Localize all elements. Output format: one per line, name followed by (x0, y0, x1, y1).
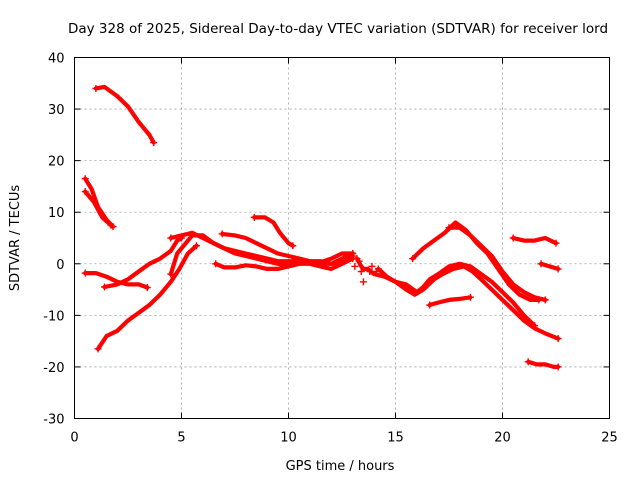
data-series (81, 84, 562, 371)
series-arc-6 (94, 242, 200, 353)
y-tick-label: -30 (43, 413, 64, 428)
data-point (466, 293, 474, 301)
data-point (167, 270, 175, 278)
y-axis-label: SDTVAR / TECUs (8, 185, 23, 292)
series-trace (220, 231, 355, 266)
chart-title: Day 328 of 2025, Sidereal Day-to-day VTE… (68, 21, 608, 37)
x-tick-label: 0 (70, 431, 78, 446)
x-tick-label: 20 (494, 431, 511, 446)
series-trace (526, 359, 561, 369)
y-tick-label: -20 (43, 361, 64, 376)
data-point (81, 269, 89, 277)
series-trace (538, 261, 561, 271)
axis-ticks: 0 5 10 15 20 25 -30 -20 -10 0 10 20 30 40 (43, 52, 618, 446)
series-trace (446, 225, 548, 302)
series-arc-4 (81, 269, 151, 292)
x-tick-label: 10 (280, 431, 297, 446)
x-tick-label: 15 (387, 431, 404, 446)
x-tick-label: 5 (177, 431, 185, 446)
data-point (349, 249, 357, 257)
data-point (524, 358, 532, 366)
data-point (359, 278, 367, 286)
series-arc-18 (537, 260, 562, 273)
plot-frame (74, 57, 610, 419)
data-point (554, 363, 562, 371)
series-arc-17 (509, 234, 560, 247)
y-tick-label: 10 (48, 206, 65, 221)
data-point (409, 255, 417, 263)
data-point (218, 230, 226, 238)
data-point (554, 335, 562, 343)
x-axis-label: GPS time / hours (286, 459, 395, 474)
data-point (167, 234, 175, 242)
y-tick-label: -10 (43, 309, 64, 324)
series-trace (83, 271, 150, 290)
data-point (445, 224, 453, 232)
data-point (552, 239, 560, 247)
data-point (541, 296, 549, 304)
data-point (289, 242, 297, 250)
y-tick-label: 0 (56, 258, 64, 273)
series-trace (83, 176, 116, 229)
series-trace (376, 264, 561, 341)
y-tick-label: 30 (48, 103, 65, 118)
series-arc-16 (426, 293, 474, 309)
data-point (357, 268, 365, 276)
series-trace (102, 235, 184, 290)
data-point (81, 188, 89, 196)
y-tick-label: 40 (48, 52, 65, 67)
series-trace (93, 84, 156, 145)
data-point (192, 242, 200, 250)
data-point (107, 221, 115, 229)
grid (74, 57, 610, 419)
series-arc-11 (250, 213, 297, 250)
data-point (212, 260, 220, 268)
data-point (426, 301, 434, 309)
x-tick-label: 25 (601, 431, 618, 446)
data-point (150, 139, 158, 147)
data-point (509, 234, 517, 242)
series-arc-3 (81, 188, 115, 229)
series-arc-20 (351, 257, 380, 286)
series-trace (168, 230, 355, 265)
data-point (100, 283, 108, 291)
series-arc-15 (445, 224, 549, 304)
data-point (250, 213, 258, 221)
series-trace (511, 235, 559, 246)
series-arc-1 (92, 84, 158, 147)
data-point (81, 175, 89, 183)
series-arc-12 (353, 255, 539, 330)
series-trace (95, 243, 199, 351)
y-tick-label: 20 (48, 155, 65, 170)
data-point (92, 84, 100, 92)
series-trace (252, 215, 295, 248)
data-point (554, 265, 562, 273)
data-point (355, 257, 363, 265)
series-trace (213, 256, 355, 271)
data-point (94, 345, 102, 353)
data-point (368, 262, 376, 270)
series-arc-19 (524, 358, 562, 371)
series-arc-13 (374, 264, 562, 343)
series-trace (83, 189, 113, 228)
data-point (537, 260, 545, 268)
data-point (143, 284, 151, 292)
data-point (366, 268, 374, 276)
series-arc-10 (218, 230, 357, 266)
series-trace (427, 295, 473, 308)
data-point (351, 262, 359, 270)
data-point (372, 268, 380, 276)
